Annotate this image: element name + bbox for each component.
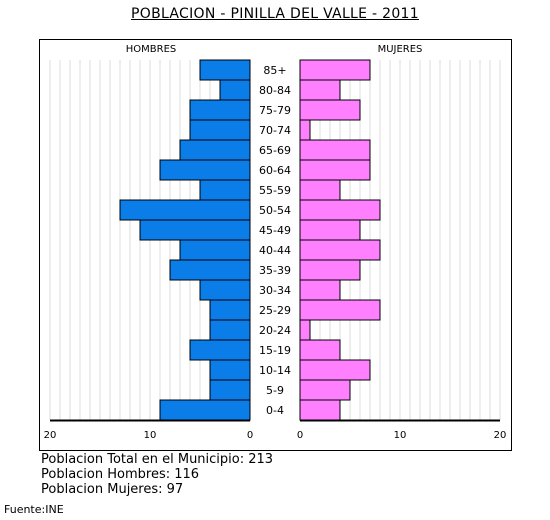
bar-hombres [199, 279, 251, 301]
bar-hombres [169, 259, 251, 281]
tick-labels-right: 20 10 0 [297, 430, 507, 441]
age-group-label: 20-24 [259, 324, 291, 337]
age-group-label: 40-44 [259, 244, 291, 257]
stat-total: Poblacion Total en el Municipio: 213 [41, 452, 274, 467]
bar-hombres [159, 159, 251, 181]
bar-hombres [139, 219, 251, 241]
bar-hombres [209, 359, 251, 381]
bar-mujeres [299, 299, 381, 321]
age-group-label: 45-49 [259, 224, 291, 237]
age-group-label: 25-29 [259, 304, 291, 317]
bars-mujeres [299, 59, 381, 421]
age-group-label: 80-84 [259, 84, 291, 97]
age-group-label: 70-74 [259, 124, 291, 137]
bars-hombres [119, 59, 251, 421]
bar-mujeres [299, 319, 311, 341]
bar-mujeres [299, 279, 341, 301]
bar-mujeres [299, 139, 371, 161]
age-labels: 85+ 80-84 75-79 70-74 65-69 60-64 55-59 50-54 45… [259, 64, 291, 417]
stat-mujeres: Poblacion Mujeres: 97 [41, 482, 184, 497]
bar-mujeres [299, 339, 341, 361]
bar-hombres [119, 199, 251, 221]
bar-hombres [189, 339, 251, 361]
age-group-label: 10-14 [259, 364, 291, 377]
bar-mujeres [299, 239, 381, 261]
legend-hombres: HOMBRES [126, 44, 177, 55]
bar-mujeres [299, 219, 361, 241]
bar-mujeres [299, 119, 311, 141]
bar-hombres [219, 79, 251, 101]
age-group-label: 0-4 [266, 404, 284, 417]
age-group-label: 85+ [263, 64, 286, 77]
tick-label: 10 [144, 430, 157, 441]
plot-frame [39, 39, 512, 451]
bar-mujeres [299, 159, 371, 181]
chart-title: POBLACION - PINILLA DEL VALLE - 2011 [131, 6, 419, 22]
bar-hombres [189, 99, 251, 121]
bar-mujeres [299, 199, 381, 221]
tick-label: 20 [494, 430, 507, 441]
age-group-label: 50-54 [259, 204, 291, 217]
age-group-label: 5-9 [266, 384, 284, 397]
bar-mujeres [299, 99, 361, 121]
bar-mujeres [299, 179, 341, 201]
bar-mujeres [299, 259, 361, 281]
bar-hombres [179, 139, 251, 161]
age-group-label: 75-79 [259, 104, 291, 117]
age-group-label: 55-59 [259, 184, 291, 197]
age-group-label: 65-69 [259, 144, 291, 157]
legend-mujeres: MUJERES [378, 44, 423, 55]
bar-hombres [209, 319, 251, 341]
age-group-label: 60-64 [259, 164, 291, 177]
source-note: Fuente:INE [4, 503, 64, 516]
tick-label: 10 [394, 430, 407, 441]
bar-hombres [199, 59, 251, 81]
bar-mujeres [299, 59, 371, 81]
bar-mujeres [299, 359, 371, 381]
bar-hombres [199, 179, 251, 201]
tick-labels-left: 20 10 0 [44, 430, 254, 441]
bar-hombres [209, 299, 251, 321]
tick-label: 20 [44, 430, 57, 441]
tick-label: 0 [247, 430, 253, 441]
bar-hombres [209, 379, 251, 401]
bar-mujeres [299, 379, 351, 401]
bar-mujeres [299, 399, 341, 421]
bar-hombres [159, 399, 251, 421]
bar-hombres [189, 119, 251, 141]
age-group-label: 35-39 [259, 264, 291, 277]
age-group-label: 30-34 [259, 284, 291, 297]
bar-mujeres [299, 79, 341, 101]
stat-hombres: Poblacion Hombres: 116 [41, 467, 200, 482]
bar-hombres [179, 239, 251, 261]
tick-label: 0 [297, 430, 303, 441]
age-group-label: 15-19 [259, 344, 291, 357]
